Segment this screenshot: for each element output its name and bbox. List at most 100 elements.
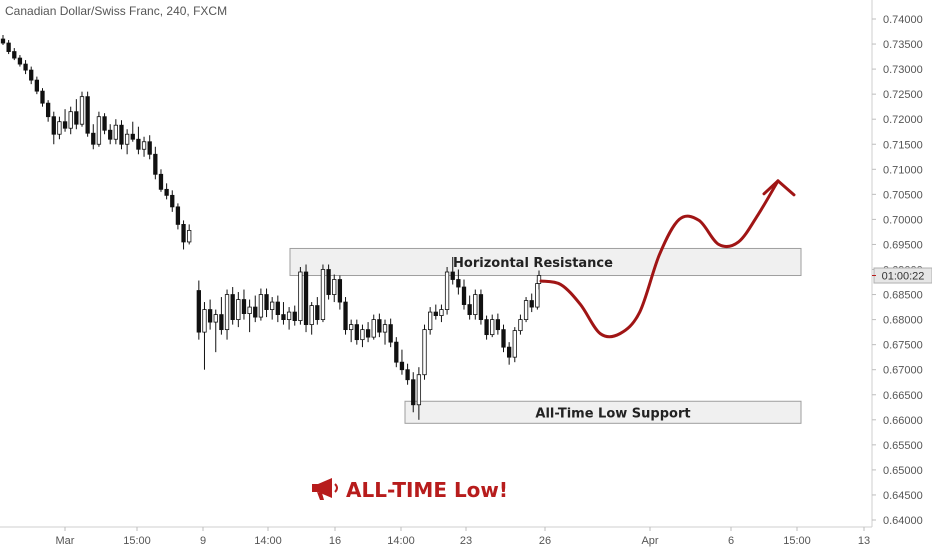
candle[interactable] — [315, 297, 320, 325]
candle[interactable] — [433, 304, 438, 320]
candle[interactable] — [79, 91, 85, 127]
candle[interactable] — [523, 297, 529, 323]
candle[interactable] — [275, 295, 280, 323]
candle[interactable] — [102, 113, 107, 135]
price-axis[interactable]: 0.74000 0.73500 0.73000 0.72500 0.72000 0.715… — [872, 14, 923, 527]
candle[interactable] — [461, 279, 467, 310]
candle[interactable] — [286, 307, 292, 330]
candle[interactable] — [153, 146, 158, 180]
candle[interactable] — [213, 309, 218, 353]
candle[interactable] — [241, 289, 247, 320]
candle[interactable] — [388, 318, 393, 348]
candle[interactable] — [473, 289, 478, 320]
candle[interactable] — [23, 60, 28, 75]
candle[interactable] — [411, 372, 416, 413]
candle[interactable] — [181, 220, 186, 250]
candle[interactable] — [354, 319, 359, 345]
candle[interactable] — [85, 91, 90, 137]
candle[interactable] — [247, 299, 252, 333]
candle[interactable] — [529, 293, 534, 313]
candle[interactable] — [512, 327, 517, 363]
candle[interactable] — [444, 266, 450, 315]
candle[interactable] — [207, 299, 213, 330]
candle[interactable] — [281, 302, 286, 325]
candle[interactable] — [202, 302, 207, 370]
candle[interactable] — [96, 111, 102, 147]
candle[interactable] — [326, 264, 331, 300]
candle[interactable] — [196, 280, 201, 340]
candle[interactable] — [377, 313, 382, 338]
candle[interactable] — [360, 324, 365, 348]
forecast-arrow-path[interactable] — [539, 179, 780, 339]
candle[interactable] — [230, 287, 235, 325]
candle[interactable] — [456, 269, 461, 295]
candle[interactable] — [253, 295, 258, 323]
candle[interactable] — [119, 120, 124, 150]
candle[interactable] — [187, 224, 192, 245]
candle[interactable] — [536, 270, 542, 290]
candle[interactable] — [34, 76, 40, 95]
current-price-tag[interactable]: 01:00:22 — [872, 267, 932, 284]
candle[interactable] — [450, 256, 455, 285]
candle[interactable] — [478, 289, 484, 325]
candle[interactable] — [371, 314, 376, 340]
candle[interactable] — [91, 124, 96, 150]
candle[interactable] — [382, 319, 388, 345]
candle[interactable] — [495, 313, 501, 335]
candle[interactable] — [343, 297, 348, 335]
candle[interactable] — [332, 274, 337, 303]
resistance-zone[interactable] — [289, 247, 802, 277]
candle[interactable] — [298, 266, 303, 325]
candle[interactable] — [394, 337, 399, 368]
candle[interactable] — [518, 314, 523, 335]
candle[interactable] — [428, 307, 433, 335]
support-zone[interactable] — [404, 400, 802, 424]
candle[interactable] — [467, 295, 472, 320]
candle[interactable] — [320, 264, 326, 323]
candle[interactable] — [309, 302, 314, 335]
candle[interactable] — [51, 111, 56, 145]
candle[interactable] — [62, 109, 68, 132]
candle[interactable] — [439, 304, 444, 323]
candle[interactable] — [219, 297, 224, 335]
candle[interactable] — [270, 297, 275, 320]
candle[interactable] — [141, 136, 147, 157]
candle[interactable] — [0, 35, 6, 46]
candle[interactable] — [405, 363, 410, 385]
candle[interactable] — [337, 275, 343, 310]
candle[interactable] — [12, 48, 17, 61]
candle[interactable] — [484, 315, 489, 340]
candle[interactable] — [68, 106, 73, 135]
candle[interactable] — [236, 292, 241, 328]
candle[interactable] — [416, 367, 422, 420]
candle[interactable] — [501, 324, 506, 353]
candle[interactable] — [224, 289, 230, 340]
candle[interactable] — [365, 322, 371, 343]
candle[interactable] — [292, 305, 297, 326]
candle[interactable] — [124, 129, 130, 155]
candle[interactable] — [108, 124, 113, 145]
candle[interactable] — [147, 135, 152, 160]
candle[interactable] — [303, 264, 309, 333]
candle[interactable] — [490, 314, 495, 338]
candle[interactable] — [57, 116, 62, 140]
candle[interactable] — [136, 126, 141, 155]
candle[interactable] — [74, 99, 79, 130]
candle[interactable] — [158, 169, 164, 192]
candle[interactable] — [399, 349, 405, 375]
candle[interactable] — [506, 342, 512, 365]
candle[interactable] — [17, 55, 23, 67]
candle[interactable] — [170, 190, 175, 212]
candle[interactable] — [29, 66, 34, 85]
candle[interactable] — [6, 40, 11, 55]
candle[interactable] — [349, 319, 354, 343]
candle[interactable] — [113, 119, 118, 145]
candle[interactable] — [164, 183, 169, 200]
time-axis[interactable]: Mar 15:00 9 14:00 16 14:00 23 26 Apr 6 15:00 13 — [56, 527, 871, 547]
candle[interactable] — [130, 121, 135, 142]
candle[interactable] — [258, 288, 264, 321]
candle[interactable] — [264, 288, 269, 318]
candle[interactable] — [45, 100, 51, 122]
candle[interactable] — [175, 203, 181, 230]
